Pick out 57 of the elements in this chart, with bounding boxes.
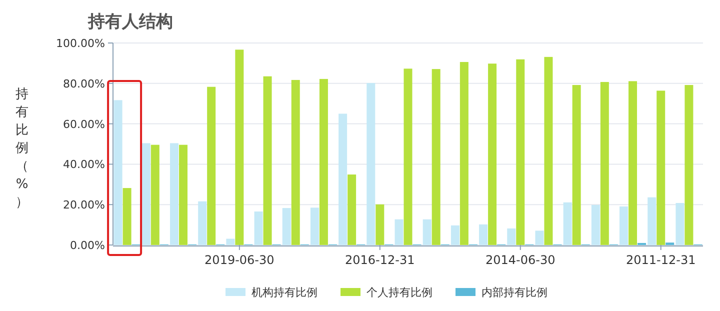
y-tick-label: 0.00% <box>70 239 105 252</box>
bar <box>254 211 263 245</box>
bar <box>394 219 404 245</box>
legend-label: 个人持有比例 <box>366 286 432 299</box>
bar <box>572 85 581 245</box>
bar <box>114 100 122 245</box>
bar <box>376 204 384 245</box>
bar <box>563 202 572 245</box>
bar <box>170 143 178 245</box>
bar <box>591 205 600 245</box>
bar <box>142 143 150 245</box>
bar <box>122 188 132 245</box>
y-tick-label: 100.00% <box>56 37 105 50</box>
bar <box>404 68 412 245</box>
bar <box>235 50 244 245</box>
bar <box>600 82 609 245</box>
chart-title: 持有人结构 <box>87 12 173 32</box>
bar <box>684 85 694 245</box>
bar <box>178 144 188 245</box>
bar <box>226 238 235 245</box>
bar <box>207 86 216 245</box>
bar <box>319 78 328 245</box>
y-tick-label: 80.00% <box>63 77 105 90</box>
bar <box>479 224 488 245</box>
bar <box>263 76 272 245</box>
bar <box>422 219 432 245</box>
y-axis-title: 持有比例（%） <box>16 87 28 210</box>
y-tick-label: 40.00% <box>63 158 105 172</box>
x-tick-label: 2011-12-31 <box>626 253 696 267</box>
bar <box>488 64 497 245</box>
bar <box>516 59 525 245</box>
bar <box>535 230 544 245</box>
bar <box>348 174 356 245</box>
bar <box>198 201 207 245</box>
y-tick-label: 60.00% <box>63 118 105 131</box>
bar <box>628 81 638 245</box>
legend-label: 机构持有比例 <box>252 286 318 299</box>
bar <box>366 82 376 245</box>
bar <box>291 80 300 245</box>
bar <box>432 69 440 245</box>
bar <box>150 144 160 245</box>
bar <box>450 225 460 245</box>
bar <box>620 206 628 245</box>
bar <box>676 202 684 245</box>
bar <box>507 228 516 245</box>
bar <box>460 62 468 245</box>
x-tick-label: 2016-12-31 <box>345 253 415 267</box>
bar <box>338 114 348 245</box>
bar <box>310 208 319 245</box>
y-tick-label: 20.00% <box>63 198 105 212</box>
x-tick-label: 2019-06-30 <box>204 253 274 267</box>
bar <box>648 197 656 245</box>
bar <box>656 90 666 245</box>
legend-label: 内部持有比例 <box>482 286 548 299</box>
bar <box>544 56 553 245</box>
x-tick-label: 2014-06-30 <box>486 253 556 267</box>
bar <box>282 208 291 245</box>
